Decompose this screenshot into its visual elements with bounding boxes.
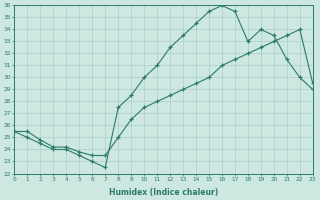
X-axis label: Humidex (Indice chaleur): Humidex (Indice chaleur)	[109, 188, 218, 197]
